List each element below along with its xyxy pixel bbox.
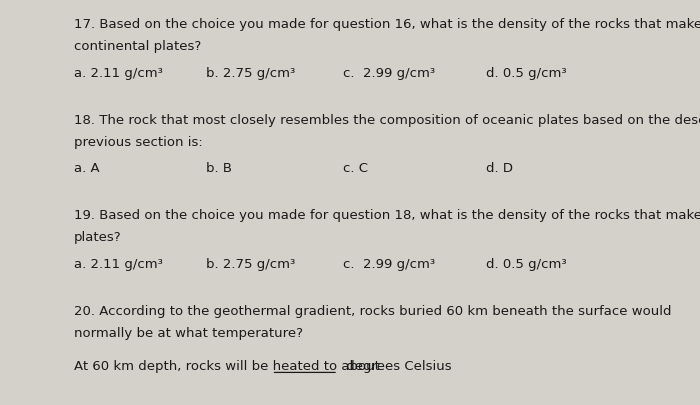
Text: a. 2.11 g/cm³: a. 2.11 g/cm³ xyxy=(74,257,162,270)
Text: c. C: c. C xyxy=(343,162,368,175)
Text: 19. Based on the choice you made for question 18, what is the density of the roc: 19. Based on the choice you made for que… xyxy=(74,209,700,222)
Text: 18. The rock that most closely resembles the composition of oceanic plates based: 18. The rock that most closely resembles… xyxy=(74,113,700,126)
Text: d. D: d. D xyxy=(486,162,514,175)
Text: c.  2.99 g/cm³: c. 2.99 g/cm³ xyxy=(343,257,435,270)
Text: a. 2.11 g/cm³: a. 2.11 g/cm³ xyxy=(74,66,162,79)
Text: degrees Celsius: degrees Celsius xyxy=(342,360,452,373)
Text: continental plates?: continental plates? xyxy=(74,40,201,53)
Text: 17. Based on the choice you made for question 16, what is the density of the roc: 17. Based on the choice you made for que… xyxy=(74,18,700,31)
Text: At 60 km depth, rocks will be heated to about: At 60 km depth, rocks will be heated to … xyxy=(74,360,384,373)
Text: a. A: a. A xyxy=(74,162,99,175)
Text: normally be at what temperature?: normally be at what temperature? xyxy=(74,326,302,339)
Text: b. 2.75 g/cm³: b. 2.75 g/cm³ xyxy=(206,66,295,79)
Text: b. B: b. B xyxy=(206,162,232,175)
Text: d. 0.5 g/cm³: d. 0.5 g/cm³ xyxy=(486,66,567,79)
Text: previous section is:: previous section is: xyxy=(74,135,202,148)
Text: 20. According to the geothermal gradient, rocks buried 60 km beneath the surface: 20. According to the geothermal gradient… xyxy=(74,304,671,317)
Text: plates?: plates? xyxy=(74,231,121,244)
Text: c.  2.99 g/cm³: c. 2.99 g/cm³ xyxy=(343,66,435,79)
Text: d. 0.5 g/cm³: d. 0.5 g/cm³ xyxy=(486,257,567,270)
Text: b. 2.75 g/cm³: b. 2.75 g/cm³ xyxy=(206,257,295,270)
